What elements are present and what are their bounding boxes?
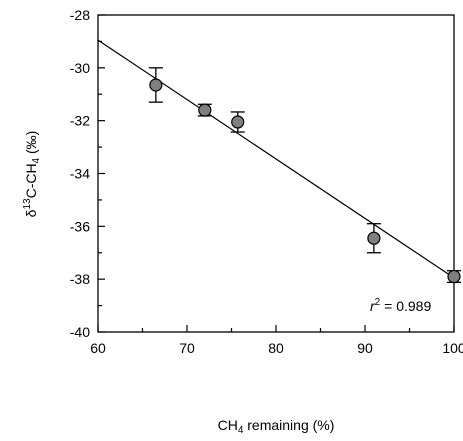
regression-line-group (97, 39, 455, 279)
y-axis-title: δ13C-CH4 (‰) (22, 131, 42, 218)
y-tick-label: -40 (70, 324, 90, 340)
data-point (198, 103, 212, 117)
data-point (231, 115, 245, 129)
y-tick-label: -36 (70, 218, 90, 234)
y-tick-label: -30 (70, 60, 90, 76)
x-tick-label: 80 (268, 340, 284, 356)
y-tick-label: -38 (70, 271, 90, 287)
y-tick-label: -32 (70, 113, 90, 129)
data-point (149, 78, 163, 92)
data-points (149, 78, 461, 284)
regression-line (97, 39, 455, 279)
x-tick-label: 90 (357, 340, 373, 356)
error-bars (148, 67, 461, 283)
plot-frame (97, 14, 455, 333)
x-axis-title: CH4 remaining (%) (218, 417, 335, 436)
r-squared-annotation: r2 = 0.989 (370, 297, 431, 314)
x-tick-label: 100 (442, 340, 463, 356)
x-tick-label: 60 (90, 340, 106, 356)
x-tick-label: 70 (179, 340, 195, 356)
axis-ticks: 60 70 80 90 100 -40 -38 -36 -34 -32 -30 -28 (70, 7, 463, 356)
y-tick-label: -28 (70, 7, 90, 23)
data-point (367, 231, 381, 245)
data-point (447, 269, 461, 284)
y-tick-label: -34 (70, 166, 90, 182)
